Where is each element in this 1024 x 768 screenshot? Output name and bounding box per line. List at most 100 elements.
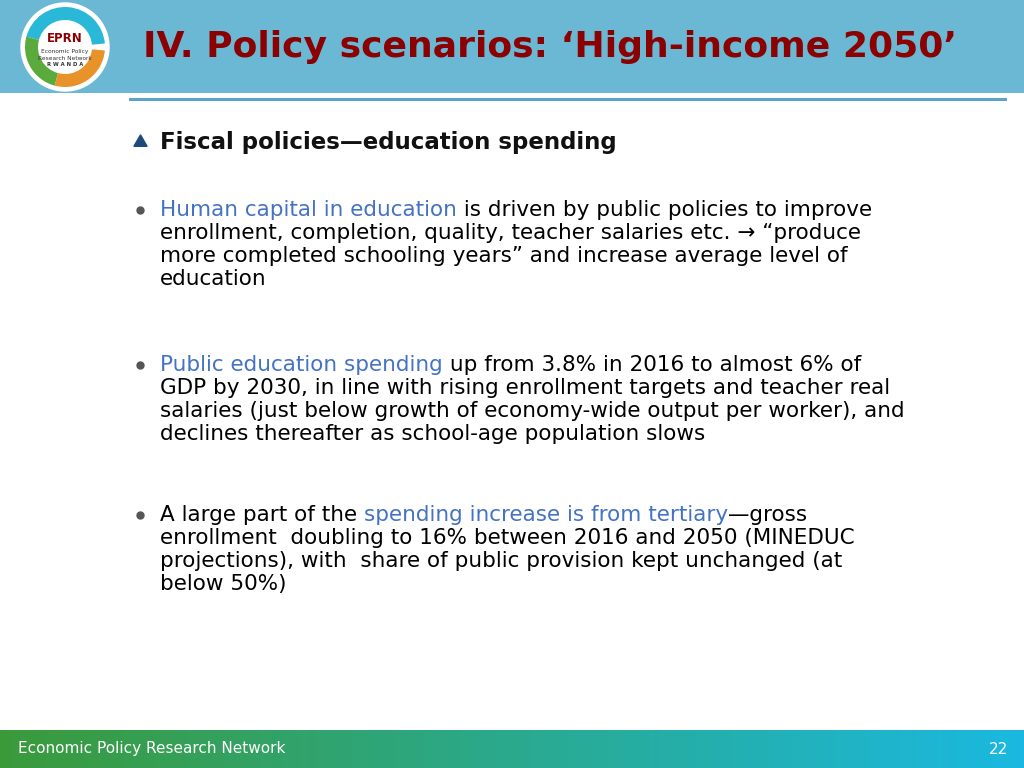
Bar bbox=[891, 730, 896, 768]
Bar bbox=[15, 730, 20, 768]
Bar bbox=[169, 730, 174, 768]
Bar bbox=[456, 730, 461, 768]
Text: Research Network: Research Network bbox=[38, 55, 92, 61]
Bar bbox=[174, 730, 179, 768]
Bar bbox=[681, 730, 686, 768]
Bar bbox=[307, 730, 312, 768]
Bar bbox=[589, 730, 594, 768]
Bar bbox=[195, 730, 200, 768]
Bar bbox=[261, 730, 266, 768]
Bar bbox=[420, 730, 425, 768]
Text: below 50%): below 50%) bbox=[160, 574, 287, 594]
Bar bbox=[5, 730, 10, 768]
Bar bbox=[538, 730, 543, 768]
Bar bbox=[998, 730, 1004, 768]
Bar bbox=[563, 730, 568, 768]
Bar bbox=[184, 730, 189, 768]
Bar bbox=[20, 730, 26, 768]
Bar bbox=[82, 730, 87, 768]
Bar bbox=[963, 730, 968, 768]
Bar bbox=[824, 730, 829, 768]
Bar bbox=[548, 730, 553, 768]
Text: A large part of the: A large part of the bbox=[160, 505, 364, 525]
Text: enrollment  doubling to 16% between 2016 and 2050 (MINEDUC: enrollment doubling to 16% between 2016 … bbox=[160, 528, 855, 548]
Bar bbox=[108, 730, 113, 768]
Bar bbox=[568, 730, 573, 768]
Bar bbox=[276, 730, 282, 768]
Bar bbox=[159, 730, 164, 768]
Wedge shape bbox=[54, 49, 104, 87]
Bar bbox=[143, 730, 148, 768]
Bar bbox=[435, 730, 440, 768]
Bar bbox=[312, 730, 317, 768]
Bar bbox=[666, 730, 671, 768]
Bar bbox=[476, 730, 481, 768]
Bar bbox=[809, 730, 814, 768]
Bar bbox=[451, 730, 456, 768]
Bar bbox=[251, 730, 256, 768]
Bar bbox=[671, 730, 676, 768]
Bar bbox=[353, 730, 358, 768]
Bar bbox=[323, 730, 328, 768]
Bar bbox=[978, 730, 983, 768]
Bar bbox=[41, 730, 46, 768]
Text: salaries (just below growth of economy-wide output per worker), and: salaries (just below growth of economy-w… bbox=[160, 401, 904, 421]
Bar bbox=[67, 730, 72, 768]
Bar bbox=[783, 730, 788, 768]
Text: GDP by 2030, in line with rising enrollment targets and teacher real: GDP by 2030, in line with rising enrollm… bbox=[160, 378, 890, 398]
Bar bbox=[911, 730, 916, 768]
Wedge shape bbox=[25, 37, 58, 86]
Bar bbox=[333, 730, 338, 768]
Bar bbox=[266, 730, 271, 768]
Bar bbox=[696, 730, 701, 768]
Bar bbox=[630, 730, 635, 768]
Bar bbox=[942, 730, 947, 768]
Bar bbox=[471, 730, 476, 768]
Bar bbox=[676, 730, 681, 768]
Text: declines thereafter as school-age population slows: declines thereafter as school-age popula… bbox=[160, 424, 706, 444]
Bar bbox=[1009, 730, 1014, 768]
Bar bbox=[1004, 730, 1009, 768]
Text: projections), with  share of public provision kept unchanged (at: projections), with share of public provi… bbox=[160, 551, 843, 571]
Bar bbox=[604, 730, 609, 768]
Bar bbox=[236, 730, 241, 768]
Bar bbox=[865, 730, 870, 768]
Bar bbox=[292, 730, 297, 768]
Bar bbox=[814, 730, 819, 768]
Text: Public education spending: Public education spending bbox=[160, 355, 442, 375]
Text: spending increase is from tertiary: spending increase is from tertiary bbox=[364, 505, 728, 525]
Text: —gross: —gross bbox=[728, 505, 807, 525]
Bar bbox=[932, 730, 937, 768]
Text: Economic Policy Research Network: Economic Policy Research Network bbox=[18, 741, 286, 756]
Bar bbox=[691, 730, 696, 768]
Bar bbox=[189, 730, 195, 768]
Bar bbox=[558, 730, 563, 768]
Bar bbox=[609, 730, 614, 768]
Bar bbox=[10, 730, 15, 768]
Bar bbox=[707, 730, 712, 768]
Bar bbox=[896, 730, 901, 768]
Text: is driven by public policies to improve: is driven by public policies to improve bbox=[457, 200, 872, 220]
Bar bbox=[722, 730, 727, 768]
Bar bbox=[625, 730, 630, 768]
Bar bbox=[92, 730, 97, 768]
Bar bbox=[788, 730, 794, 768]
Bar bbox=[46, 730, 51, 768]
Bar bbox=[660, 730, 666, 768]
Text: up from 3.8% in 2016 to almost 6% of: up from 3.8% in 2016 to almost 6% of bbox=[442, 355, 861, 375]
Bar bbox=[87, 730, 92, 768]
Text: enrollment, completion, quality, teacher salaries etc. → “produce: enrollment, completion, quality, teacher… bbox=[160, 223, 861, 243]
Bar bbox=[26, 730, 31, 768]
Bar bbox=[317, 730, 323, 768]
Bar bbox=[389, 730, 394, 768]
Bar bbox=[425, 730, 430, 768]
Bar bbox=[737, 730, 742, 768]
Bar bbox=[77, 730, 82, 768]
Bar bbox=[512, 730, 517, 768]
Bar bbox=[0, 0, 1024, 93]
Text: IV. Policy scenarios: ‘High-income 2050’: IV. Policy scenarios: ‘High-income 2050’ bbox=[143, 29, 957, 64]
Bar bbox=[727, 730, 732, 768]
Bar bbox=[61, 730, 67, 768]
Bar bbox=[1014, 730, 1019, 768]
Bar bbox=[717, 730, 722, 768]
